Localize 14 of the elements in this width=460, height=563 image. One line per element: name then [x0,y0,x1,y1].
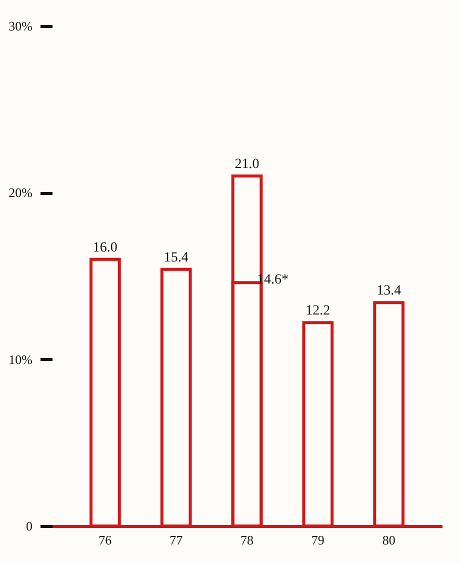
data-label: 21.0 [234,157,260,172]
x-tick-label: 79 [311,532,324,548]
data-label: 16.0 [92,240,118,256]
x-tick-label: 76 [98,532,112,548]
y-tick-label: 0 [26,518,32,534]
x-tick-label: 80 [382,532,396,548]
y-tick-label: 10% [8,352,33,367]
y-tick-label: 20% [8,185,33,200]
data-label: 12.2 [306,304,330,319]
x-tick-label: 77 [170,532,184,548]
x-tick-label: 78 [240,532,254,548]
data-label: 15.4 [164,250,188,266]
data-label: 13.4 [376,284,402,299]
y-tick-label: 30% [8,18,33,34]
